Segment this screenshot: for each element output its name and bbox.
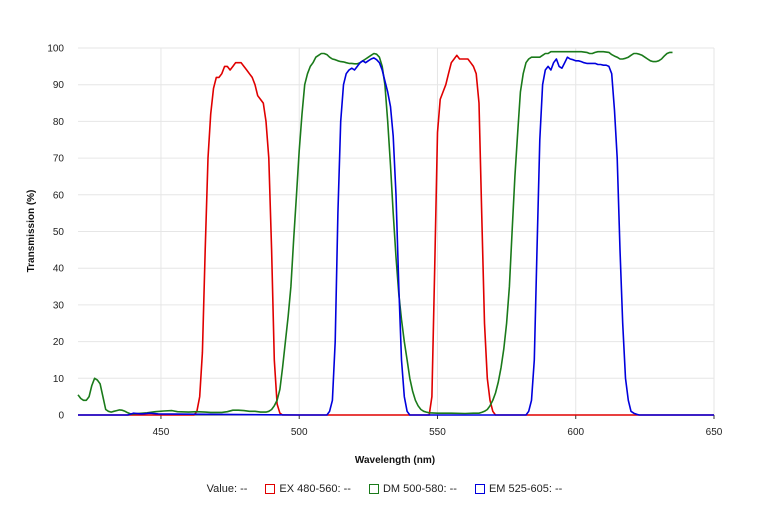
legend-label-dm: DM 500-580:: [382, 483, 447, 495]
y-tick-label: 10: [53, 374, 65, 385]
legend-value-label: Value:: [206, 483, 238, 495]
y-tick-label: 80: [53, 117, 65, 128]
y-axis-label: Transmission (%): [26, 190, 37, 273]
y-tick-label: 20: [53, 337, 65, 348]
x-axis-label: Wavelength (nm): [355, 455, 435, 466]
legend-label-ex: EX 480-560:: [279, 483, 341, 495]
legend-label-em: EM 525-605:: [488, 483, 552, 495]
legend: Value: -- EX 480-560: -- DM 500-580: -- …: [0, 483, 769, 495]
y-tick-label: 70: [53, 154, 65, 165]
x-tick-label: 550: [429, 427, 446, 438]
legend-item-em[interactable]: EM 525-605: --: [474, 483, 563, 495]
legend-item-ex[interactable]: EX 480-560: --: [265, 483, 351, 495]
legend-readout-ex: --: [343, 483, 351, 495]
y-tick-label: 60: [53, 190, 65, 201]
x-tick-label: 650: [706, 427, 723, 438]
series-line-em: [78, 56, 714, 416]
legend-swatch-dm: [368, 484, 379, 494]
legend-readout-dm: --: [449, 483, 457, 495]
y-tick-label: 40: [53, 264, 65, 275]
legend-swatch-ex: [265, 484, 276, 494]
series-lines: [77, 50, 714, 416]
legend-value-readout: Value: --: [207, 483, 248, 495]
legend-swatch-em: [474, 484, 485, 494]
grid-lines: [78, 47, 715, 415]
legend-readout-em: --: [555, 483, 563, 495]
y-tick-label: 50: [53, 227, 65, 238]
legend-item-dm[interactable]: DM 500-580: --: [368, 483, 457, 495]
series-line-ex: [78, 54, 714, 416]
y-tick-label: 30: [53, 300, 65, 311]
y-tick-label: 90: [53, 80, 65, 91]
legend-value-text: --: [240, 483, 248, 495]
y-tick-label: 0: [58, 411, 64, 422]
x-tick-label: 600: [567, 427, 584, 438]
x-tick-label: 500: [291, 427, 308, 438]
x-tick-label: 450: [153, 427, 170, 438]
axes: 0 10 20 30 40 50 60 70 80 90 100 450 500 550 600 650: [47, 44, 722, 439]
y-tick-label: 100: [47, 44, 64, 55]
series-line-dm: [77, 50, 673, 415]
